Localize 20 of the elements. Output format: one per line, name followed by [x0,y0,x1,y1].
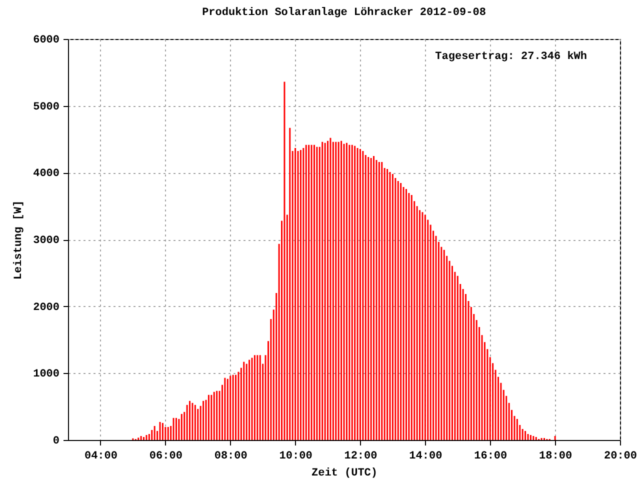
y-tick-label: 3000 [33,235,60,247]
x-tick-label: 14:00 [409,450,442,462]
x-tick-label: 08:00 [214,450,248,462]
x-tick-label: 18:00 [539,450,572,462]
x-tick-label: 20:00 [604,450,638,462]
x-tick-label: 04:00 [84,450,118,462]
y-axis-title: Leistung [W] [13,200,26,280]
y-tick-label: 1000 [33,368,60,381]
annotation: Tagesertrag: 27.346 kWh [435,51,587,63]
x-tick-label: 10:00 [279,450,312,462]
x-axis-title: Zeit (UTC) [311,468,378,480]
x-tick-label: 12:00 [344,450,378,462]
y-tick-label: 0 [52,436,60,448]
x-tick-label: 06:00 [149,450,182,462]
y-tick-label: 6000 [33,34,60,46]
y-tick-label: 2000 [33,302,60,314]
x-tick-label: 16:00 [474,450,508,462]
y-tick-label: 4000 [33,168,60,180]
chart-title: Produktion Solaranlage Löhracker 2012-09-08 [202,7,486,19]
y-tick-label: 5000 [33,101,60,114]
